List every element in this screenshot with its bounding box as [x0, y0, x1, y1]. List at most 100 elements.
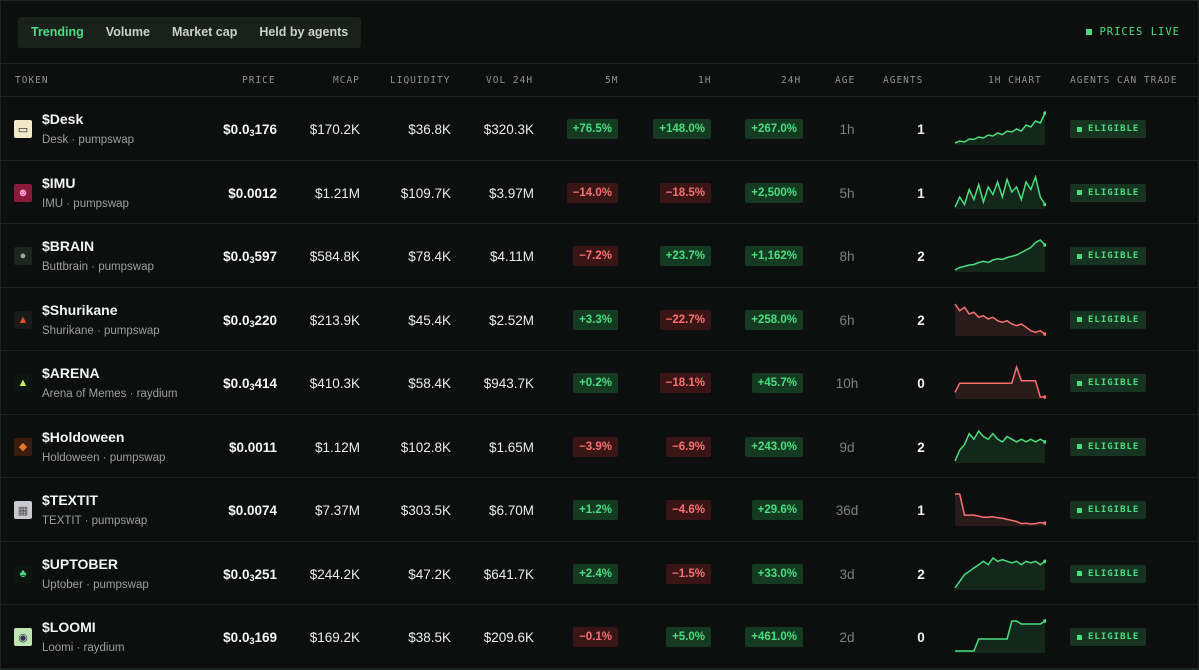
token-name[interactable]: $Shurikane	[42, 301, 118, 318]
change-24h: +2,500%	[745, 182, 803, 203]
token-age: 5h	[839, 185, 855, 201]
eligible-label: ELIGIBLE	[1088, 314, 1140, 325]
token-name[interactable]: $IMU	[42, 174, 76, 191]
token-age: 9d	[839, 439, 855, 455]
token-name[interactable]: $TEXTIT	[42, 492, 99, 508]
change-5m: −0.1%	[573, 627, 618, 647]
eligible-label: ELIGIBLE	[1088, 632, 1140, 642]
tab-held-by-agents[interactable]: Held by agents	[259, 25, 349, 39]
volume-24h: $1.65M	[488, 439, 534, 455]
price-main: $0.0074	[228, 503, 277, 518]
change-24h: +45.7%	[751, 373, 803, 393]
token-name[interactable]: $Holdoween	[42, 428, 125, 445]
shuriken-icon: ▲	[14, 310, 32, 329]
price-sparkline	[954, 429, 1046, 463]
eligible-badge: ELIGIBLE	[1070, 501, 1147, 519]
eligible-label: ELIGIBLE	[1088, 187, 1140, 198]
token-name[interactable]: $Desk	[42, 111, 84, 127]
agent-count: 2	[917, 312, 925, 328]
monitor-icon: ▭	[14, 120, 32, 138]
market-cap: $169.2K	[309, 630, 360, 645]
volume-24h: $6.70M	[488, 503, 534, 518]
eligible-label: ELIGIBLE	[1088, 378, 1140, 388]
token-name[interactable]: $BRAIN	[42, 238, 95, 254]
price-digits: 414	[254, 376, 277, 391]
market-cap: $7.37M	[314, 503, 360, 518]
token-age: 1h	[839, 122, 855, 137]
col-age[interactable]: AGE	[835, 75, 856, 86]
sparkline-area	[955, 494, 1045, 526]
price-sparkline	[955, 619, 1046, 653]
market-cap: $170.2K	[309, 122, 360, 137]
liquidity: $47.2K	[408, 566, 451, 582]
price-sparkline	[954, 239, 1046, 272]
price-main: $0.0	[223, 376, 250, 391]
table-row[interactable]: ♣ $UPTOBER Uptober · pumpswap $0.03251 $244.…	[1, 542, 1199, 605]
col-vol-24h[interactable]: VOL 24H	[486, 75, 534, 86]
sparkline-line	[954, 174, 1046, 207]
tab-volume[interactable]: Volume	[105, 25, 151, 39]
eligible-badge: ELIGIBLE	[1070, 310, 1147, 329]
table-row[interactable]: ▲ $Shurikane Shurikane · pumpswap $0.03220 $…	[1, 288, 1199, 351]
token-subtitle: Buttbrain · pumpswap	[42, 261, 154, 273]
col-token[interactable]: TOKEN	[15, 75, 49, 86]
table-row[interactable]: ◆ $Holdoween Holdoween · pumpswap $0.0011 $1…	[1, 415, 1199, 478]
eligible-dot-icon	[1077, 380, 1082, 386]
token-name[interactable]: $LOOMI	[42, 619, 96, 635]
token-price: $0.03169	[223, 630, 277, 646]
market-cap: $1.12M	[314, 439, 360, 455]
top-bar: Trending Volume Market cap Held by agent…	[1, 1, 1199, 63]
table-row[interactable]: ▲ $ARENA Arena of Memes · raydium $0.03414 $…	[1, 351, 1199, 415]
table-row[interactable]: ◉ $LOOMI Loomi · raydium $0.03169 $169.2K $38…	[1, 605, 1199, 669]
table-row[interactable]: ● $BRAIN Buttbrain · pumpswap $0.03597 $584.…	[1, 224, 1199, 288]
col-mcap[interactable]: MCAP	[333, 75, 360, 86]
eligible-dot-icon	[1077, 190, 1082, 195]
sparkline-last-point	[1043, 619, 1046, 623]
eligible-label: ELIGIBLE	[1088, 251, 1140, 261]
col-5m[interactable]: 5M	[605, 75, 619, 86]
tab-trending[interactable]: Trending	[31, 25, 84, 39]
tab-market-cap[interactable]: Market cap	[172, 25, 238, 39]
token-price: $0.0011	[229, 440, 277, 456]
frog-icon: ♣	[14, 564, 32, 583]
col-1h[interactable]: 1H	[698, 75, 712, 86]
col-liquidity[interactable]: LIQUIDITY	[390, 75, 451, 86]
col-24h[interactable]: 24H	[781, 75, 802, 86]
volume-24h: $943.7K	[483, 376, 534, 391]
price-zero-count: 3	[249, 318, 255, 329]
change-24h: +33.0%	[751, 563, 803, 584]
token-name[interactable]: $ARENA	[42, 365, 100, 381]
eligible-badge: ELIGIBLE	[1070, 247, 1147, 265]
table-row[interactable]: ▦ $TEXTIT TEXTIT · pumpswap $0.0074 $7.37M $3…	[1, 478, 1199, 542]
sparkline-line	[954, 112, 1046, 144]
token-age: 6h	[839, 312, 855, 328]
token-price: $0.0074	[228, 503, 277, 519]
change-24h: +461.0%	[745, 627, 803, 647]
agent-count: 1	[917, 503, 925, 518]
volume-24h: $209.6K	[483, 630, 534, 645]
col-agents[interactable]: AGENTS	[883, 75, 924, 86]
col-price[interactable]: PRICE	[242, 75, 276, 86]
price-sparkline	[954, 174, 1046, 209]
token-age: 8h	[839, 249, 855, 264]
token-name[interactable]: $UPTOBER	[42, 555, 118, 572]
token-price: $0.03251	[223, 567, 277, 583]
token-price: $0.03597	[223, 249, 277, 265]
eligible-dot-icon	[1077, 507, 1082, 513]
change-24h: +267.0%	[745, 119, 803, 139]
eligible-dot-icon	[1077, 444, 1082, 449]
volume-24h: $320.3K	[483, 122, 534, 137]
table-row[interactable]: ▭ $Desk Desk · pumpswap $0.03176 $170.2K $36.…	[1, 97, 1199, 161]
token-subtitle: Shurikane · pumpswap	[42, 324, 160, 337]
agent-count: 2	[917, 566, 925, 582]
table-row[interactable]: ☻ $IMU IMU · pumpswap $0.0012 $1.21M $109.7K $…	[1, 161, 1199, 224]
avatar-icon: ☻	[14, 183, 32, 202]
volume-24h: $2.52M	[488, 312, 534, 328]
price-zero-count: 3	[249, 255, 255, 265]
price-sparkline	[955, 493, 1046, 526]
price-zero-count: 3	[249, 128, 255, 138]
liquidity: $102.8K	[400, 439, 451, 455]
price-zero-count: 3	[249, 572, 255, 583]
agent-count: 2	[917, 249, 925, 264]
liquidity: $38.5K	[408, 630, 451, 645]
